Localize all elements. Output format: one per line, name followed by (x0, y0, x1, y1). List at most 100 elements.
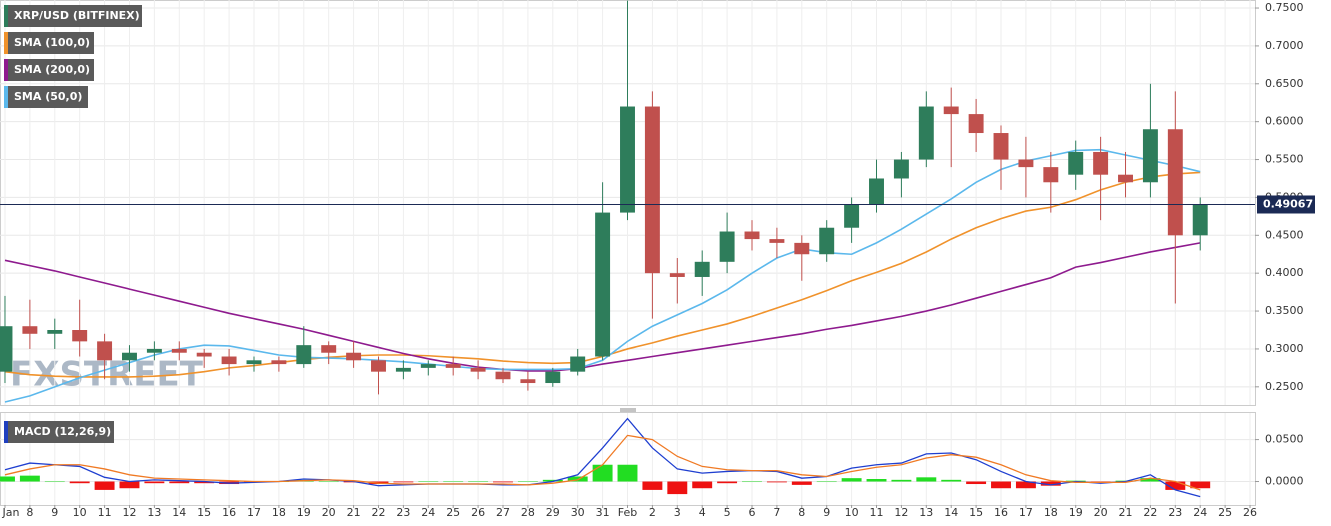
legend-swatch (4, 86, 8, 108)
histogram-bar (44, 481, 65, 483)
candle-body (0, 326, 13, 372)
candle-body (22, 326, 38, 334)
x-tick-label: 26 (471, 506, 485, 519)
x-tick-label: 12 (122, 506, 136, 519)
candle-body (744, 231, 760, 240)
histogram-bar (119, 481, 140, 489)
x-tick-label: 19 (1069, 506, 1083, 519)
histogram-bar (69, 481, 90, 484)
histogram-bar (642, 481, 663, 490)
candle-body (47, 330, 63, 334)
x-tick-label: 4 (699, 506, 706, 519)
candle-body (844, 205, 860, 228)
x-tick-label: 19 (297, 506, 311, 519)
legend-label: SMA (200,0) (14, 63, 90, 76)
candle-body (470, 367, 486, 372)
candle-body (72, 330, 88, 342)
histogram-bar (169, 481, 190, 484)
histogram-bar (916, 477, 937, 482)
candle-body (869, 178, 884, 205)
candle-body (918, 106, 934, 160)
candle-body (694, 261, 710, 277)
histogram-bar (1140, 478, 1161, 482)
candle-body (1093, 151, 1109, 175)
candle-body (644, 106, 660, 274)
legend-label: SMA (50,0) (14, 90, 82, 103)
x-tick-label: 12 (894, 506, 908, 519)
histogram-bar (517, 481, 538, 483)
histogram-bar (493, 481, 513, 483)
candle-body (445, 364, 461, 368)
candle-body (395, 367, 411, 372)
candle-body (893, 159, 909, 179)
x-tick-label: 10 (73, 506, 87, 519)
y-tick-label: 0.7500 (1265, 1, 1304, 14)
x-tick-label: 21 (347, 506, 361, 519)
histogram-bar (617, 464, 638, 482)
x-tick-label: 10 (845, 506, 859, 519)
x-tick-label: 22 (371, 506, 385, 519)
candle-body (122, 352, 137, 361)
histogram-bar (418, 481, 439, 483)
x-tick-label: 24 (421, 506, 435, 519)
x-tick-label: 18 (1044, 506, 1058, 519)
legend-swatch (4, 59, 8, 81)
sma-line (4, 242, 1201, 372)
candle-body (545, 371, 561, 384)
legend-box (4, 86, 88, 108)
histogram-bar (468, 481, 489, 483)
x-tick-label: 23 (1168, 506, 1182, 519)
histogram-bar (19, 475, 40, 482)
histogram-bar (94, 481, 115, 490)
legend-label: MACD (12,26,9) (14, 425, 111, 438)
candle-body (595, 212, 611, 357)
x-tick-label: Jan (2, 506, 20, 519)
candle-body (719, 231, 735, 262)
x-tick-label: 8 (798, 506, 805, 519)
histogram-bar (1190, 481, 1211, 489)
x-tick-label: 24 (1193, 506, 1207, 519)
histogram-bar (742, 481, 762, 483)
candle-body (146, 348, 162, 353)
x-tick-label: 30 (571, 506, 585, 519)
histogram-bar (393, 481, 414, 483)
x-tick-label: 17 (247, 506, 261, 519)
x-tick-label: 20 (1094, 506, 1108, 519)
histogram-bar (891, 479, 912, 482)
histogram-bar (318, 481, 339, 483)
legend-swatch (4, 32, 8, 54)
candle-body (271, 360, 287, 365)
y-tick-label: 0.3000 (1265, 342, 1304, 355)
histogram-bar (1165, 481, 1186, 490)
y-tick-label: 0.2500 (1265, 380, 1304, 393)
candle-body (968, 114, 984, 134)
candle-body (819, 227, 835, 255)
histogram-bar (766, 481, 787, 483)
x-tick-label: 28 (521, 506, 535, 519)
histogram-bar (1040, 481, 1061, 486)
candle-body (1043, 167, 1059, 183)
x-tick-label: 13 (147, 506, 161, 519)
legend-label: SMA (100,0) (14, 36, 90, 49)
y-tick-label: 0.4500 (1265, 228, 1304, 241)
y-tick-label: 0.6500 (1265, 77, 1304, 90)
histogram-bar (592, 464, 613, 482)
histogram-bar (542, 479, 563, 482)
candle-body (196, 352, 212, 357)
legend-label: XRP/USD (BITFINEX) (14, 9, 140, 22)
candle-body (620, 106, 635, 213)
histogram-bar (791, 481, 812, 485)
x-tick-label: 11 (870, 506, 884, 519)
histogram-bar (941, 479, 962, 482)
x-tick-label: 5 (724, 506, 731, 519)
x-tick-label: 16 (222, 506, 236, 519)
candle-body (1167, 129, 1183, 236)
x-tick-label: 8 (26, 506, 33, 519)
x-tick-label: 13 (919, 506, 933, 519)
histogram-bar (966, 481, 987, 485)
histogram-bar (667, 481, 688, 495)
x-tick-label: 27 (496, 506, 510, 519)
legend-box (4, 421, 114, 443)
